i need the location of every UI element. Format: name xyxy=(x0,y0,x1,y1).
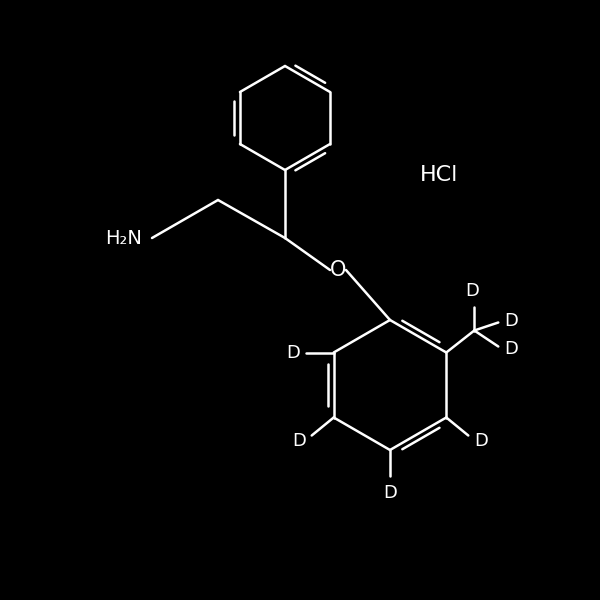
Text: O: O xyxy=(330,260,346,280)
Text: D: D xyxy=(466,283,479,301)
Text: D: D xyxy=(286,343,300,361)
Text: D: D xyxy=(504,340,518,358)
Text: D: D xyxy=(292,433,306,451)
Text: H₂N: H₂N xyxy=(105,229,142,247)
Text: D: D xyxy=(504,311,518,329)
Text: HCl: HCl xyxy=(420,165,458,185)
Text: D: D xyxy=(383,484,397,502)
Text: D: D xyxy=(474,433,488,451)
